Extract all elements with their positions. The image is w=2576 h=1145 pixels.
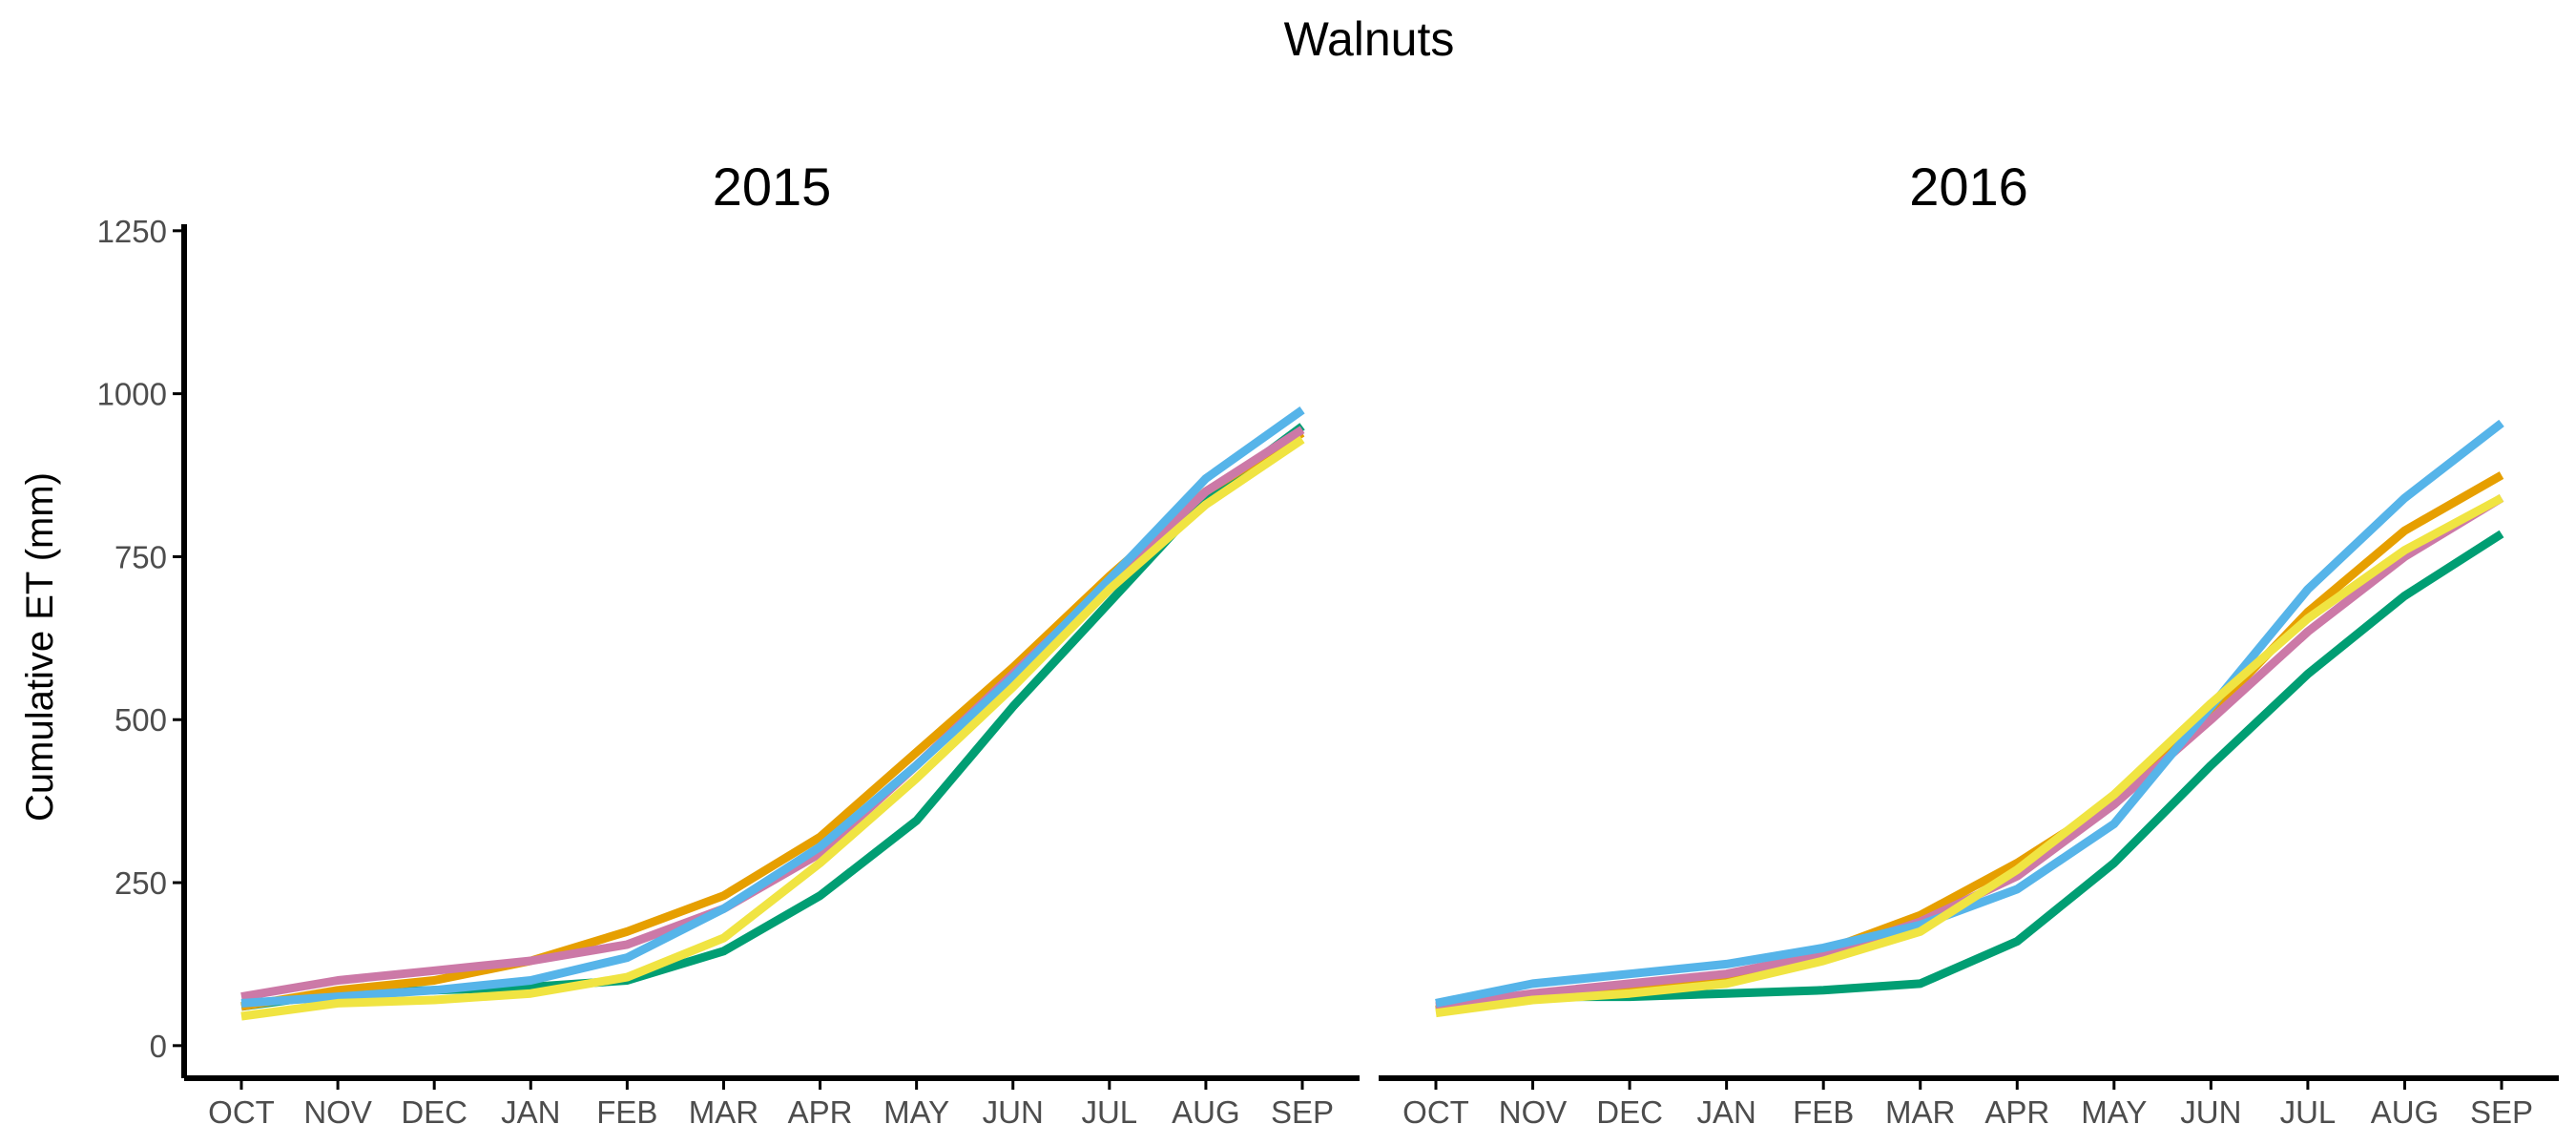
x-tick-label: OCT <box>208 1094 275 1130</box>
series-line-3 <box>1435 494 2504 1011</box>
y-axis-label: Cumulative ET (mm) <box>19 472 61 822</box>
x-tick-label: AUG <box>2371 1094 2440 1130</box>
panel-title: 2015 <box>713 156 832 217</box>
chart-title: Walnuts <box>1284 12 1455 66</box>
x-tick-label: MAR <box>689 1094 758 1130</box>
y-tick-label: 500 <box>114 702 167 738</box>
series-line-5 <box>1435 493 2504 1018</box>
y-tick-label: 1000 <box>97 377 167 412</box>
series-line-3 <box>240 426 1305 1002</box>
x-tick-label: JAN <box>501 1094 560 1130</box>
x-tick-label: APR <box>788 1094 853 1130</box>
y-tick-label: 750 <box>114 539 167 574</box>
series-line-4 <box>240 406 1305 1008</box>
x-tick-label: JUL <box>1081 1094 1137 1130</box>
panels: 2015 0 250 500 750 1000 1250 OCT NOV DEC JAN FEB MAR… <box>97 156 2559 1130</box>
x-tick-label: MAY <box>883 1094 949 1130</box>
panel-title: 2016 <box>1909 156 2028 217</box>
panel-2: 2016 OCT NOV DEC JAN FEB MAR APR MAY JUN JUL AUG SEP <box>1379 156 2559 1130</box>
x-tick-label: AUG <box>1172 1094 1240 1130</box>
x-tick-label: JUL <box>2280 1094 2337 1130</box>
y-tick-label: 0 <box>150 1029 167 1064</box>
x-tick-label: DEC <box>1596 1094 1663 1130</box>
x-tick-label: DEC <box>401 1094 467 1130</box>
x-tick-label: MAR <box>1885 1094 1955 1130</box>
x-tick-label: OCT <box>1402 1094 1469 1130</box>
y-tick-label: 250 <box>114 865 167 901</box>
panel-1: 2015 0 250 500 750 1000 1250 OCT NOV DEC JAN FEB MAR… <box>97 156 1360 1130</box>
x-tick-label: NOV <box>303 1094 372 1130</box>
x-tick-label: JUN <box>2180 1094 2241 1130</box>
series-line-4 <box>1435 419 2504 1008</box>
x-tick-label: FEB <box>1793 1094 1854 1130</box>
y-tick-label: 1250 <box>97 214 167 249</box>
x-tick-label: JUN <box>983 1094 1044 1130</box>
x-tick-label: SEP <box>2470 1094 2533 1130</box>
x-tick-label: JAN <box>1696 1094 1755 1130</box>
x-tick-label: FEB <box>596 1094 657 1130</box>
x-tick-label: MAY <box>2081 1094 2147 1130</box>
series-line-1 <box>240 423 1305 1011</box>
series-line-5 <box>240 435 1305 1021</box>
x-tick-label: APR <box>1984 1094 2049 1130</box>
x-tick-label: NOV <box>1499 1094 1568 1130</box>
x-tick-label: SEP <box>1271 1094 1334 1130</box>
